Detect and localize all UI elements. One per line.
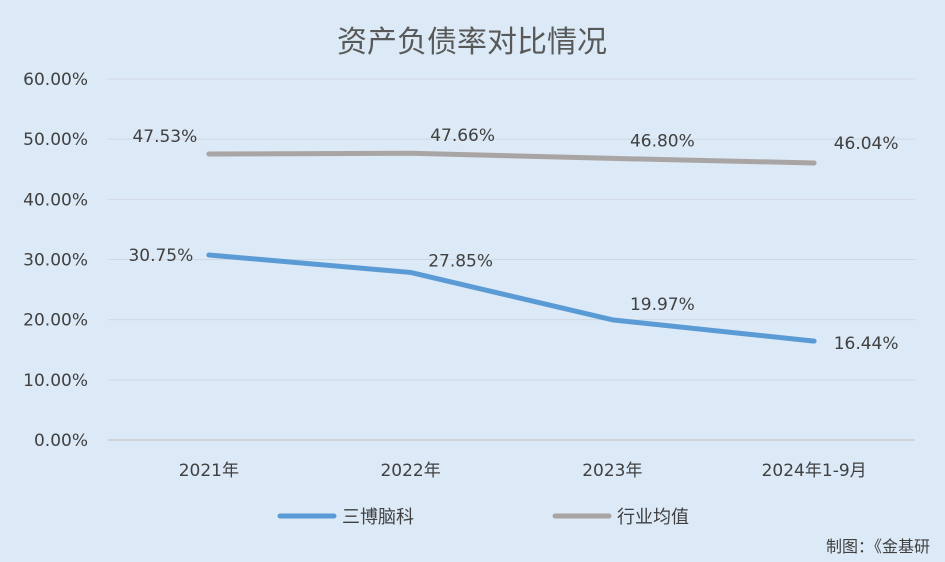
data-label: 47.53%: [132, 127, 197, 147]
y-tick-label: 60.00%: [23, 70, 88, 90]
y-tick-label: 0.00%: [34, 431, 88, 451]
x-tick-label: 2021年: [179, 461, 239, 481]
x-tick-label: 2023年: [582, 461, 642, 481]
y-tick-label: 50.00%: [23, 130, 88, 150]
data-label: 19.97%: [630, 295, 695, 315]
y-tick-label: 30.00%: [23, 251, 88, 271]
y-axis: 0.00% 10.00% 20.00% 30.00% 40.00% 50.00% 60.00…: [23, 70, 88, 451]
series-line-2: [206, 150, 817, 166]
data-label: 27.85%: [428, 251, 493, 271]
data-label: 16.44%: [834, 334, 899, 354]
y-tick-label: 20.00%: [23, 311, 88, 331]
data-label: 46.04%: [834, 134, 899, 154]
x-tick-label: 2024年1-9月: [762, 461, 867, 481]
chart-title: 资产负债率对比情况: [337, 25, 607, 60]
y-tick-label: 10.00%: [23, 371, 88, 391]
x-axis: 2021年 2022年 2023年 2024年1-9月: [179, 461, 867, 481]
gridlines: [108, 78, 915, 441]
source-note: 制图：《金基研: [826, 537, 930, 556]
y-tick-label: 40.00%: [23, 190, 88, 210]
data-labels: 30.75% 27.85% 19.97% 16.44% 47.53% 47.66% 46.8…: [128, 126, 898, 354]
legend-label: 行业均值: [617, 507, 689, 528]
data-label: 47.66%: [430, 126, 495, 146]
legend-label: 三博脑科: [342, 507, 414, 528]
series-line-1: [206, 252, 817, 344]
data-label: 30.75%: [128, 246, 193, 266]
legend: 三博脑科 行业均值: [277, 507, 689, 528]
data-label: 46.80%: [630, 131, 695, 151]
x-tick-label: 2022年: [380, 461, 440, 481]
series-group: [206, 150, 817, 344]
